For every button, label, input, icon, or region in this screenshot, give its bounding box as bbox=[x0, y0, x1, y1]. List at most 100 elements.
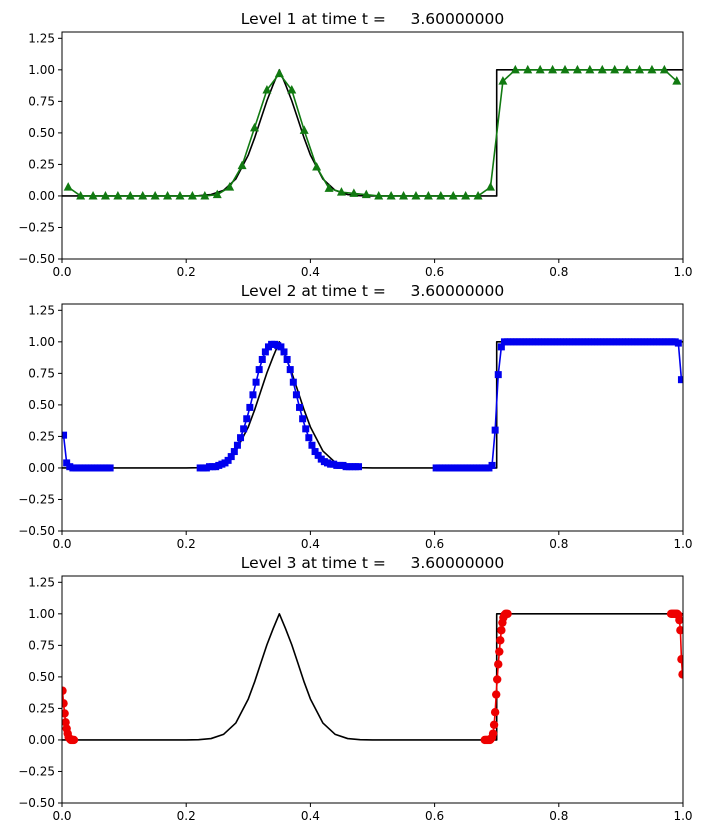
data-point bbox=[227, 453, 235, 461]
series-exact bbox=[62, 613, 683, 741]
data-point bbox=[88, 190, 98, 200]
y-tick-label: 1.25 bbox=[28, 31, 55, 45]
series-line bbox=[200, 343, 359, 469]
data-point bbox=[461, 190, 471, 200]
data-point bbox=[496, 636, 505, 645]
series-exact bbox=[62, 69, 683, 197]
data-point bbox=[100, 190, 110, 200]
y-tick-label: −0.50 bbox=[18, 796, 55, 810]
axes-frame bbox=[61, 575, 684, 804]
data-point bbox=[62, 699, 68, 708]
y-tick-label: 0.25 bbox=[28, 701, 55, 715]
y-tick-label: 0.50 bbox=[28, 670, 55, 684]
x-tick-label: 0.2 bbox=[177, 809, 196, 823]
y-tick-label: 0.25 bbox=[28, 157, 55, 171]
data-point bbox=[274, 68, 284, 78]
data-point bbox=[560, 64, 570, 74]
series-line bbox=[62, 341, 683, 469]
series-numerical-segment bbox=[62, 431, 114, 472]
data-point bbox=[262, 85, 272, 94]
data-point bbox=[252, 378, 260, 386]
data-point bbox=[672, 76, 682, 85]
data-point bbox=[258, 355, 266, 363]
y-tick-label: 0.00 bbox=[28, 461, 55, 475]
data-point bbox=[200, 190, 210, 200]
data-point bbox=[237, 434, 245, 442]
series-line bbox=[67, 69, 678, 197]
x-tick-label: 0.0 bbox=[52, 537, 71, 551]
data-point bbox=[610, 64, 620, 74]
x-tick-label: 0.0 bbox=[52, 265, 71, 279]
x-tick-label: 0.2 bbox=[177, 537, 196, 551]
data-point bbox=[374, 190, 384, 200]
data-point bbox=[277, 343, 285, 351]
data-point bbox=[69, 735, 79, 745]
data-point bbox=[548, 64, 558, 74]
data-point bbox=[572, 64, 582, 74]
series-exact bbox=[62, 341, 683, 469]
y-tick-label: 0.00 bbox=[28, 189, 55, 203]
data-point bbox=[503, 609, 512, 619]
data-point bbox=[63, 459, 71, 467]
data-point bbox=[535, 64, 545, 74]
data-point bbox=[62, 686, 67, 695]
data-point bbox=[296, 403, 304, 411]
data-point bbox=[497, 343, 505, 351]
data-point bbox=[230, 448, 238, 456]
data-point bbox=[675, 615, 683, 625]
data-point bbox=[659, 64, 669, 74]
x-tick-label: 0.4 bbox=[301, 537, 320, 551]
data-point bbox=[676, 626, 683, 635]
data-point bbox=[423, 190, 433, 200]
x-tick-label: 0.8 bbox=[549, 809, 568, 823]
data-point bbox=[224, 456, 232, 464]
chart-title: Level 2 at time t = 3.60000000 bbox=[241, 282, 504, 300]
data-point bbox=[324, 183, 334, 192]
data-point bbox=[491, 426, 499, 434]
data-point bbox=[246, 403, 254, 411]
data-point bbox=[436, 190, 446, 200]
data-point bbox=[237, 160, 247, 170]
x-tick-label: 0.4 bbox=[301, 265, 320, 279]
data-point bbox=[138, 190, 148, 200]
x-tick-label: 0.2 bbox=[177, 265, 196, 279]
x-tick-label: 0.4 bbox=[301, 809, 320, 823]
data-point bbox=[187, 190, 197, 200]
data-point bbox=[523, 64, 533, 74]
data-point bbox=[299, 415, 307, 423]
data-point bbox=[308, 441, 316, 449]
data-point bbox=[677, 655, 683, 664]
data-point bbox=[635, 64, 645, 74]
data-point bbox=[311, 448, 319, 456]
data-point bbox=[289, 378, 297, 386]
data-point bbox=[261, 348, 269, 356]
data-point bbox=[448, 190, 458, 200]
data-point bbox=[494, 660, 503, 669]
series-numerical bbox=[63, 64, 682, 200]
data-point bbox=[150, 190, 160, 200]
series-line bbox=[62, 435, 111, 469]
x-tick-label: 1.0 bbox=[673, 809, 692, 823]
data-point bbox=[678, 670, 683, 679]
y-tick-label: 1.25 bbox=[28, 575, 55, 589]
data-point bbox=[255, 366, 263, 374]
y-tick-label: 0.75 bbox=[28, 94, 55, 108]
data-point bbox=[411, 190, 421, 200]
x-tick-label: 0.6 bbox=[425, 265, 444, 279]
y-tick-label: 1.00 bbox=[28, 63, 55, 77]
series-line bbox=[62, 69, 683, 197]
y-tick-label: 1.25 bbox=[28, 303, 55, 317]
y-tick-label: 0.75 bbox=[28, 638, 55, 652]
x-tick-label: 0.8 bbox=[549, 537, 568, 551]
data-point bbox=[280, 348, 288, 356]
data-point bbox=[63, 182, 73, 191]
data-point bbox=[386, 190, 396, 200]
data-point bbox=[240, 425, 248, 433]
data-point bbox=[399, 190, 409, 200]
data-point bbox=[674, 339, 682, 347]
data-point bbox=[305, 434, 313, 442]
data-point bbox=[585, 64, 595, 74]
series-numerical-segment bbox=[666, 609, 683, 679]
data-point bbox=[62, 431, 68, 439]
chart-panel-3: Level 3 at time t = 3.60000000 0.0 0.2 0.4 0… bbox=[18, 554, 692, 823]
